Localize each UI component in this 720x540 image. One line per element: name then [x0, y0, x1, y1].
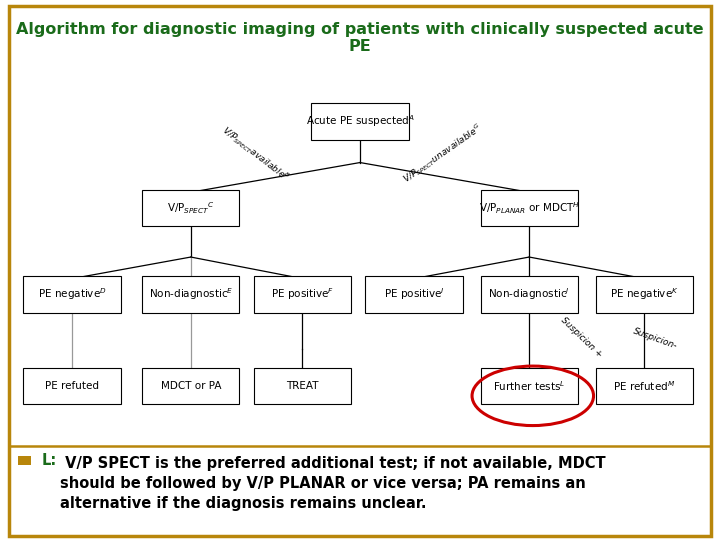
FancyBboxPatch shape	[365, 276, 462, 313]
Text: Non-diagnostic$^J$: Non-diagnostic$^J$	[488, 286, 570, 302]
Text: MDCT or PA: MDCT or PA	[161, 381, 221, 391]
Text: V/P$_{SPECT}$$^C$: V/P$_{SPECT}$$^C$	[167, 200, 215, 215]
Text: Suspicion +: Suspicion +	[559, 316, 604, 359]
Text: PE refuted: PE refuted	[45, 381, 99, 391]
FancyBboxPatch shape	[596, 368, 693, 404]
FancyBboxPatch shape	[143, 368, 239, 404]
FancyBboxPatch shape	[143, 276, 239, 313]
FancyBboxPatch shape	[481, 190, 577, 226]
Text: V/P SPECT is the preferred additional test; if not available, MDCT
should be fol: V/P SPECT is the preferred additional te…	[60, 456, 606, 511]
FancyBboxPatch shape	[481, 368, 577, 404]
Text: V/P$_{PLANAR}$ or MDCT$^H$: V/P$_{PLANAR}$ or MDCT$^H$	[479, 200, 580, 215]
Text: PE negative$^K$: PE negative$^K$	[610, 286, 679, 302]
FancyBboxPatch shape	[24, 368, 121, 404]
FancyBboxPatch shape	[596, 276, 693, 313]
Text: PE negative$^D$: PE negative$^D$	[37, 286, 107, 302]
Text: V/P$_{SPECT}$available$^B$: V/P$_{SPECT}$available$^B$	[219, 123, 292, 185]
Text: Algorithm for diagnostic imaging of patients with clinically suspected acute
PE: Algorithm for diagnostic imaging of pati…	[16, 22, 704, 54]
Text: PE positive$^I$: PE positive$^I$	[384, 286, 444, 302]
FancyBboxPatch shape	[253, 276, 351, 313]
Text: Suspicion-: Suspicion-	[632, 327, 678, 352]
Text: PE refuted$^M$: PE refuted$^M$	[613, 379, 675, 393]
Text: PE positive$^F$: PE positive$^F$	[271, 286, 334, 302]
Text: V/P$_{SPECT}$unavailable$^G$: V/P$_{SPECT}$unavailable$^G$	[400, 122, 485, 186]
FancyBboxPatch shape	[311, 103, 409, 140]
Text: Acute PE suspected$^A$: Acute PE suspected$^A$	[305, 113, 415, 130]
FancyBboxPatch shape	[481, 276, 577, 313]
FancyBboxPatch shape	[143, 190, 239, 226]
Text: Non-diagnostic$^E$: Non-diagnostic$^E$	[148, 286, 233, 302]
FancyBboxPatch shape	[24, 276, 121, 313]
FancyBboxPatch shape	[253, 368, 351, 404]
Text: TREAT: TREAT	[286, 381, 319, 391]
Text: L:: L:	[42, 453, 57, 468]
Text: Further tests$^L$: Further tests$^L$	[493, 379, 565, 393]
FancyBboxPatch shape	[18, 456, 31, 465]
